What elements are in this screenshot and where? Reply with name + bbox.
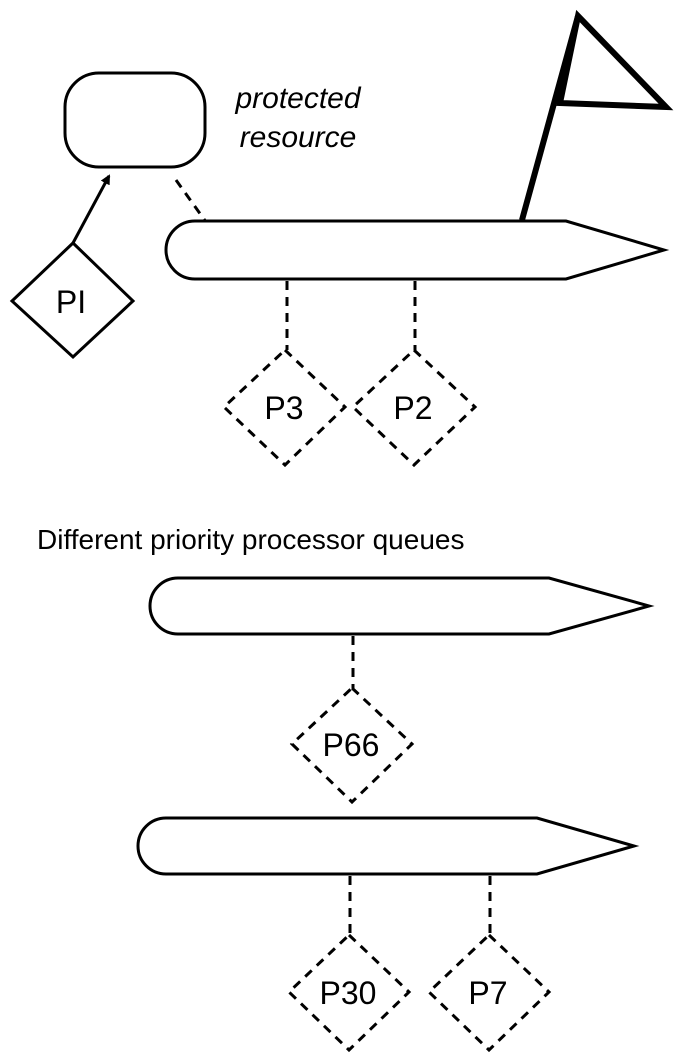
protected-resource-box bbox=[63, 71, 207, 169]
top-queue-shape bbox=[164, 219, 670, 281]
middle-queue-shape bbox=[148, 576, 655, 636]
pi-process-label: PI bbox=[56, 284, 86, 320]
queues-caption: Different priority processor queues bbox=[37, 524, 464, 555]
p3-process-diamond bbox=[221, 347, 348, 468]
p30-process-label: P30 bbox=[320, 975, 377, 1011]
protected-resource-label-line2: resource bbox=[240, 121, 357, 154]
resource-queue-link bbox=[174, 179, 208, 223]
p7-process-label: P7 bbox=[468, 975, 507, 1011]
protected-resource-label-line1: protected bbox=[234, 82, 361, 115]
flag-icon bbox=[556, 9, 674, 111]
p7-process-diamond bbox=[426, 932, 552, 1053]
p30-process-diamond bbox=[286, 932, 412, 1053]
pi-process-diamond bbox=[9, 240, 136, 360]
p66-process-label: P66 bbox=[323, 727, 380, 763]
bottom-queue-shape bbox=[136, 816, 640, 876]
p2-process-diamond bbox=[350, 347, 478, 468]
p2-process-label: P2 bbox=[393, 390, 432, 426]
pi-to-resource-arrow bbox=[71, 174, 111, 244]
p66-process-diamond bbox=[289, 685, 415, 805]
p3-process-label: P3 bbox=[264, 390, 303, 426]
